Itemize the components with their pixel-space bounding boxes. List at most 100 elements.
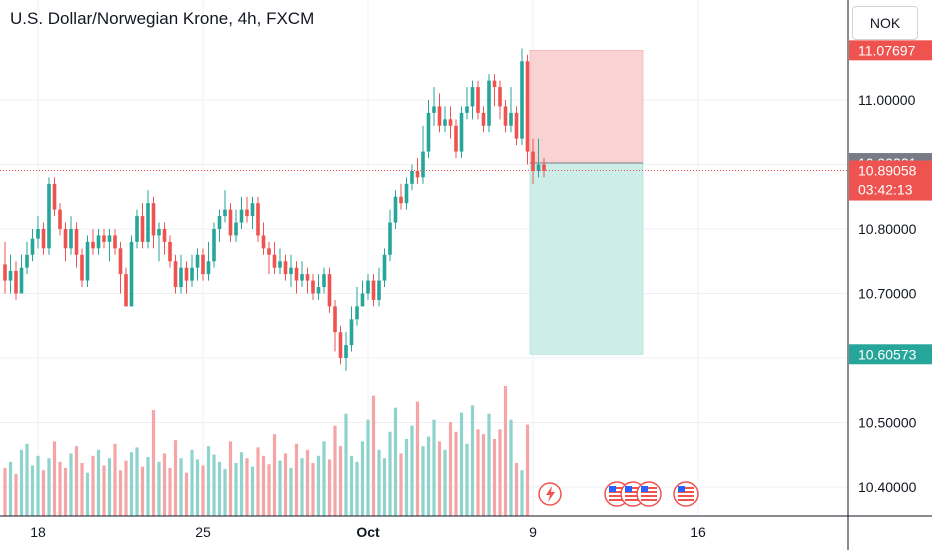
- candle-body: [245, 209, 249, 217]
- candle-body: [322, 274, 326, 288]
- volume-bar: [250, 466, 255, 516]
- candle-body: [509, 112, 513, 126]
- volume-bar: [151, 410, 156, 516]
- stop-price-tag: 11.07697: [858, 42, 916, 58]
- candle-body: [256, 203, 260, 236]
- volume-bar: [322, 441, 326, 516]
- candle-body: [437, 106, 442, 126]
- volume-bar: [410, 425, 414, 516]
- candle-body: [239, 209, 244, 223]
- candle-body: [41, 228, 46, 249]
- volume-bar: [355, 461, 359, 516]
- candle-body: [80, 254, 84, 281]
- candle-body: [536, 164, 541, 171]
- price-tick-label: 10.40000: [858, 479, 917, 495]
- candle-body: [470, 87, 475, 107]
- volume-bar: [272, 434, 277, 516]
- volume-bar: [168, 467, 172, 516]
- time-tick-label: 9: [529, 524, 537, 540]
- volume-bar: [311, 463, 315, 516]
- volume-bar: [327, 459, 332, 516]
- candle-body: [91, 241, 95, 249]
- time-tick-label: 18: [30, 524, 46, 540]
- candle-body: [14, 270, 18, 294]
- volume-bar: [162, 453, 167, 516]
- volume-bar: [157, 461, 161, 516]
- volume-bar: [498, 429, 502, 516]
- volume-bar: [415, 401, 420, 516]
- volume-bar: [267, 464, 271, 516]
- candle-body: [283, 261, 288, 275]
- currency-selector[interactable]: NOK: [852, 6, 918, 40]
- volume-bar: [234, 463, 238, 516]
- volume-bar: [245, 458, 249, 516]
- volume-bar: [25, 443, 29, 516]
- volume-bar: [58, 461, 62, 516]
- volume-bar: [360, 441, 365, 516]
- volume-bar: [388, 431, 392, 516]
- volume-bar: [333, 425, 337, 516]
- volume-bar: [432, 419, 436, 516]
- volume-bar: [129, 452, 134, 516]
- candle-body: [36, 228, 40, 239]
- candle-body: [184, 267, 189, 281]
- volume-bar: [96, 449, 101, 516]
- candle-body: [349, 319, 354, 346]
- volume-bar: [239, 452, 244, 516]
- candle-body: [333, 306, 337, 333]
- candle-body: [195, 254, 200, 268]
- us-flag-icon: [673, 481, 699, 507]
- volume-bar: [492, 438, 497, 516]
- candle-body: [503, 106, 508, 126]
- candle-body: [316, 287, 321, 294]
- candle-body: [498, 87, 502, 107]
- stop-price-tag-bg: [849, 40, 932, 61]
- candle-body: [118, 248, 123, 275]
- candle-body: [371, 280, 376, 300]
- volume-bar: [344, 413, 348, 516]
- event-icons: [538, 481, 699, 507]
- price-tick-label: 10.80000: [858, 221, 917, 237]
- candle-body: [476, 87, 480, 113]
- candle-body: [267, 248, 271, 255]
- price-tick-label: 10.50000: [858, 414, 917, 430]
- volume-bar: [113, 443, 117, 516]
- candle-body: [366, 280, 370, 294]
- stop-loss-zone: [529, 50, 644, 164]
- candle-body: [201, 254, 205, 275]
- candle-body: [96, 235, 101, 249]
- candle-body: [305, 274, 310, 281]
- chart-grid: [0, 0, 848, 516]
- volume-bar: [283, 453, 288, 516]
- volume-bar: [3, 467, 7, 516]
- volume-bar: [212, 454, 216, 516]
- candle-body: [492, 80, 497, 88]
- candle-body: [404, 183, 409, 204]
- candle-body: [272, 254, 277, 268]
- volume-bar: [85, 472, 90, 516]
- candle-body: [300, 274, 304, 281]
- candle-body: [52, 183, 57, 210]
- volume-bar: [146, 457, 150, 516]
- volume-bar: [190, 449, 194, 516]
- volume-bar: [520, 470, 524, 516]
- candle-body: [382, 254, 387, 281]
- volume-bar: [476, 429, 480, 516]
- position-zones: [529, 50, 644, 355]
- candle-body: [531, 151, 535, 171]
- lightning-icon: [538, 482, 562, 506]
- candle-body: [157, 228, 161, 236]
- last-price-tag-bg: [849, 160, 932, 201]
- volume-bar: [399, 453, 403, 516]
- candle-body: [481, 112, 486, 126]
- candle-body: [278, 261, 282, 268]
- candle-body: [168, 241, 172, 262]
- volume-bar: [404, 438, 409, 516]
- candle-body: [289, 267, 293, 275]
- volume-bar: [19, 449, 24, 516]
- candle-body: [338, 332, 343, 358]
- candle-body: [25, 254, 29, 268]
- volume-bar: [36, 455, 40, 516]
